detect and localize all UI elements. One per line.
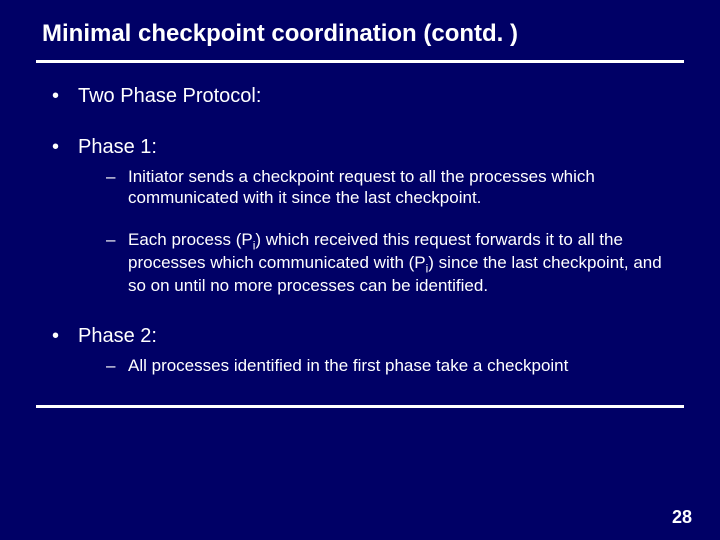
sub-bullet: Initiator sends a checkpoint request to … bbox=[106, 167, 684, 208]
title-rule bbox=[36, 60, 684, 63]
sub-list-phase-2: All processes identified in the first ph… bbox=[78, 356, 684, 377]
sub-bullet-text-part: Each process (P bbox=[128, 230, 253, 249]
bullet-text: Phase 1: bbox=[78, 136, 157, 158]
page-number: 28 bbox=[672, 507, 692, 528]
sub-bullet: All processes identified in the first ph… bbox=[106, 356, 684, 377]
bullet-phase-1: Phase 1: Initiator sends a checkpoint re… bbox=[52, 136, 684, 297]
bullet-two-phase: Two Phase Protocol: bbox=[52, 85, 684, 108]
footer-rule bbox=[36, 405, 684, 408]
slide-title: Minimal checkpoint coordination (contd. … bbox=[36, 20, 684, 48]
bullet-text: Phase 2: bbox=[78, 325, 157, 347]
bullet-text: Two Phase Protocol: bbox=[78, 85, 261, 107]
sub-bullet-text: Initiator sends a checkpoint request to … bbox=[128, 167, 595, 207]
bullet-list: Two Phase Protocol: Phase 1: Initiator s… bbox=[36, 85, 684, 377]
sub-list-phase-1: Initiator sends a checkpoint request to … bbox=[78, 167, 684, 297]
bullet-phase-2: Phase 2: All processes identified in the… bbox=[52, 325, 684, 377]
sub-bullet: Each process (Pi) which received this re… bbox=[106, 230, 684, 297]
slide: Minimal checkpoint coordination (contd. … bbox=[0, 0, 720, 540]
sub-bullet-text: All processes identified in the first ph… bbox=[128, 356, 568, 375]
